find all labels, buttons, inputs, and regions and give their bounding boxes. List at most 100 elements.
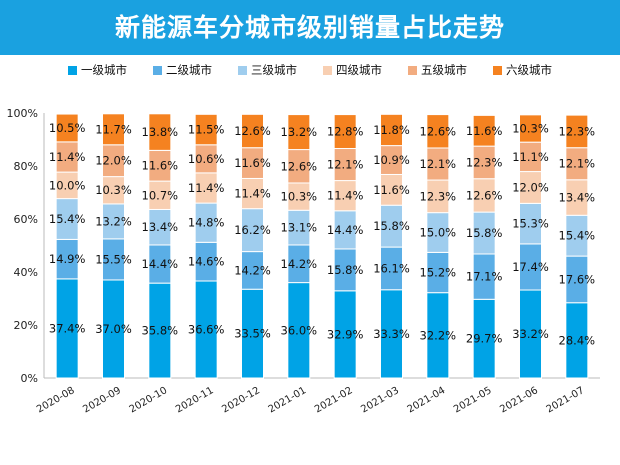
x-tick-label: 2020-08 [35,385,77,415]
data-label: 11.5% [188,123,225,137]
data-label: 12.0% [512,180,549,194]
y-tick-label: 40% [14,266,38,279]
x-tick-label: 2021-04 [406,385,448,415]
x-tick-label: 2020-11 [174,385,216,415]
data-label: 11.4% [327,189,364,203]
data-label: 14.9% [49,252,86,266]
data-label: 36.6% [188,323,225,337]
data-label: 13.8% [142,125,179,139]
legend-swatch [238,65,247,75]
data-label: 33.2% [512,327,549,341]
data-label: 13.1% [281,221,318,235]
data-label: 10.3% [281,190,318,204]
data-label: 12.8% [327,125,364,139]
legend-swatch [323,65,332,75]
data-label: 17.4% [512,260,549,274]
data-label: 32.2% [420,328,457,342]
legend-label: 三级城市 [251,63,297,77]
data-label: 36.0% [281,323,318,337]
data-label: 13.2% [281,125,318,139]
data-label: 10.6% [188,152,225,166]
x-tick-label: 2020-10 [128,385,170,415]
data-label: 32.9% [327,327,364,341]
x-tick-label: 2021-06 [498,385,540,415]
bar-segment [333,114,357,150]
data-label: 16.1% [373,261,410,275]
data-label: 17.1% [466,270,503,284]
data-label: 10.3% [95,183,132,197]
data-label: 12.6% [234,124,271,138]
data-label: 15.4% [559,229,596,243]
x-tick-label: 2021-07 [545,385,587,415]
x-tick-label: 2021-05 [452,385,494,415]
y-tick-label: 100% [7,107,38,120]
data-label: 11.6% [373,183,410,197]
data-label: 14.4% [327,223,364,237]
data-label: 13.2% [95,214,132,228]
data-label: 10.0% [49,178,86,192]
bar-segment [194,113,218,146]
chart-title: 新能源车分城市级别销量占比走势 [0,0,620,55]
data-label: 11.4% [188,181,225,195]
data-label: 11.6% [234,156,271,170]
data-label: 15.8% [466,226,503,240]
data-label: 12.1% [327,158,364,172]
legend-item: 五级城市 [408,62,467,78]
data-label: 33.3% [373,327,410,341]
legend-swatch [68,65,77,75]
data-label: 11.4% [49,150,86,164]
data-label: 12.6% [281,159,318,173]
bar-segment [55,113,79,143]
data-label: 12.3% [559,124,596,138]
legend-swatch [153,65,162,75]
x-tick-label: 2020-12 [220,385,262,415]
x-tick-label: 2021-03 [359,385,401,415]
legend-item: 四级城市 [323,62,382,78]
data-label: 15.0% [420,226,457,240]
data-label: 11.4% [234,187,271,201]
data-label: 11.1% [512,150,549,164]
legend-label: 五级城市 [421,63,467,77]
data-label: 37.4% [49,321,86,335]
data-label: 17.6% [559,272,596,286]
data-label: 11.6% [142,159,179,173]
data-label: 35.8% [142,324,179,338]
data-label: 13.4% [559,191,596,205]
y-tick-label: 60% [14,213,38,226]
bar-segment [102,113,125,146]
data-label: 29.7% [466,332,503,346]
data-label: 12.3% [420,189,457,203]
bar-segment [148,113,172,151]
x-tick-label: 2021-02 [313,385,355,415]
x-tick-label: 2020-09 [81,385,123,415]
data-label: 15.2% [420,266,457,280]
data-label: 12.3% [466,155,503,169]
data-label: 15.4% [49,212,86,226]
data-label: 14.2% [234,263,271,277]
bar-segment [426,114,450,149]
data-label: 15.5% [95,252,132,266]
data-label: 10.7% [142,188,179,202]
bar-segment [519,114,542,143]
data-label: 10.9% [373,153,410,167]
bar-segment [241,113,264,149]
data-label: 12.0% [95,154,132,168]
data-label: 33.5% [234,327,271,341]
bar-segment [565,114,589,149]
data-label: 10.5% [49,121,86,135]
data-label: 12.1% [559,157,596,171]
data-label: 10.3% [512,122,549,136]
data-label: 14.4% [142,257,179,271]
data-label: 15.3% [512,217,549,231]
y-tick-label: 20% [14,319,38,332]
data-label: 14.8% [188,216,225,230]
legend-item: 三级城市 [238,62,297,78]
legend-label: 六级城市 [506,63,552,77]
legend-label: 二级城市 [166,63,212,77]
data-label: 12.6% [420,124,457,138]
data-label: 13.4% [142,220,179,234]
data-label: 11.8% [373,123,410,137]
data-label: 12.6% [466,188,503,202]
legend-swatch [493,65,502,75]
